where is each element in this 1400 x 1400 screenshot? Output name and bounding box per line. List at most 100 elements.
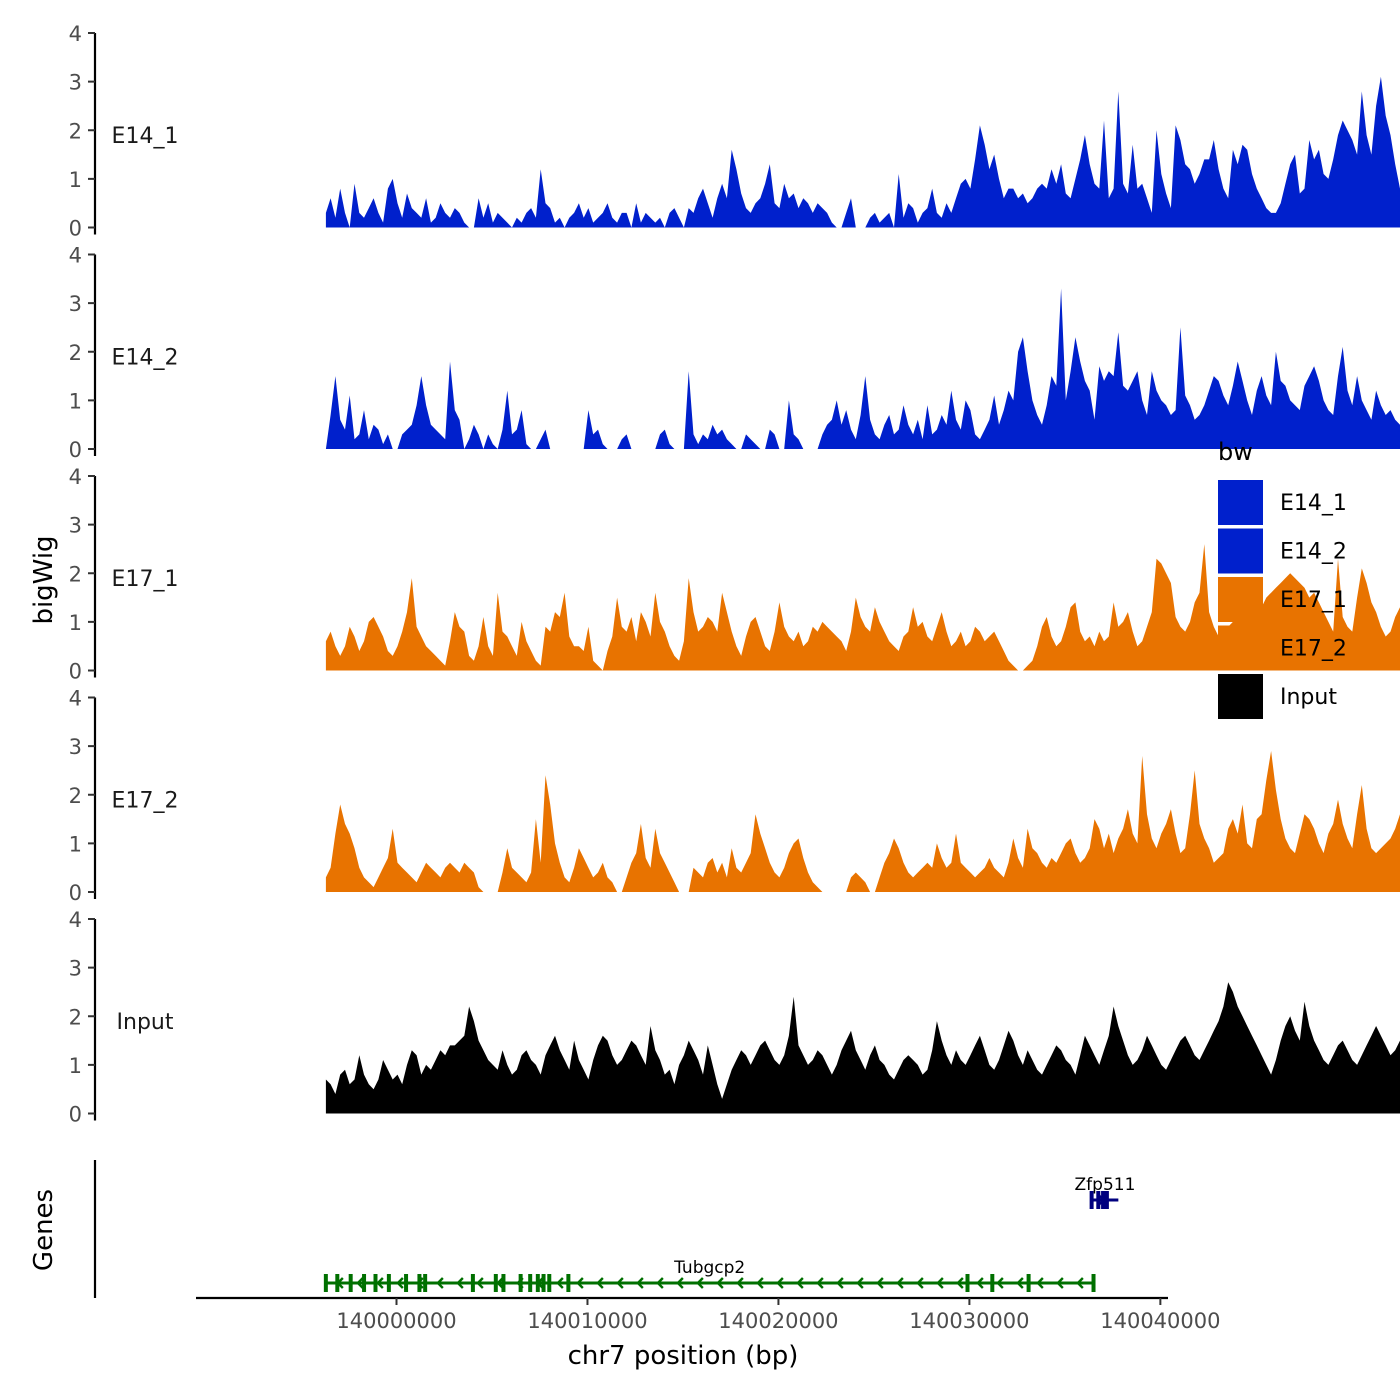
gene-label: Zfp511 [1075, 1175, 1136, 1195]
legend-label: E17_1 [1280, 588, 1347, 613]
legend-title: bw [1218, 438, 1253, 466]
y-tick-label: 3 [69, 514, 82, 538]
legend-swatch-E17_1 [1218, 577, 1263, 622]
y-tick-label: 0 [69, 1103, 82, 1127]
strand-chevron [616, 1277, 624, 1289]
strand-chevron [836, 1277, 844, 1289]
strand-chevron [776, 1277, 784, 1289]
gene-label: Tubgcp2 [673, 1258, 745, 1278]
y-tick-label: 1 [69, 1054, 82, 1078]
strand-chevron [356, 1277, 364, 1289]
coverage-area-Input [325, 982, 1400, 1114]
strand-chevron [376, 1277, 384, 1289]
strand-chevron [636, 1277, 644, 1289]
strand-chevron [456, 1277, 464, 1289]
y-tick-label: 3 [69, 735, 82, 759]
y-tick-label: 3 [69, 71, 82, 95]
strand-chevron [916, 1277, 924, 1289]
y-tick-label: 4 [69, 908, 82, 932]
x-tick-label: 140040000 [1100, 1309, 1220, 1333]
gene-Zfp511: Zfp511 [1075, 1175, 1136, 1209]
legend-label: E14_1 [1280, 491, 1347, 516]
x-axis: 140000000 140010000 140020000 140030000 1400… [196, 1296, 1220, 1333]
x-tick-label: 140030000 [909, 1309, 1029, 1333]
strand-chevron [1016, 1277, 1024, 1289]
coverage-area-E17_1 [325, 544, 1400, 671]
strand-chevron [976, 1277, 984, 1289]
legend-swatch-Input [1218, 674, 1263, 719]
y-tick-label: 0 [69, 881, 82, 905]
strand-chevron [956, 1277, 964, 1289]
coverage-area-E14_2 [325, 288, 1400, 449]
y-tick-label: 3 [69, 957, 82, 981]
coverage-area-E17_2 [325, 751, 1400, 892]
legend-label: E14_2 [1280, 540, 1347, 565]
legend-swatch-E14_2 [1218, 528, 1263, 574]
y-tick-label: 1 [69, 389, 82, 413]
strand-chevron [936, 1277, 944, 1289]
y-tick-label: 2 [69, 119, 82, 143]
legend-label: Input [1280, 685, 1337, 710]
x-tick-label: 140010000 [527, 1309, 647, 1333]
strand-chevron [1036, 1277, 1044, 1289]
strand-chevron [1056, 1277, 1064, 1289]
strand-chevron [716, 1277, 724, 1289]
strand-chevron [896, 1277, 904, 1289]
strand-chevron [396, 1277, 404, 1289]
y-tick-label: 4 [69, 22, 82, 46]
strand-chevron [656, 1277, 664, 1289]
strand-chevron [796, 1277, 804, 1289]
strand-chevron [496, 1277, 504, 1289]
y-tick-label: 4 [69, 687, 82, 711]
y-tick-label: 0 [69, 217, 82, 241]
y-tick-label: 0 [69, 660, 82, 684]
y-tick-label: 2 [69, 784, 82, 808]
y-axis-title: bigWig [29, 535, 59, 624]
legend-swatch-E14_1 [1218, 480, 1263, 525]
track-E14_1: 0 1 2 3 4 E14_1 [69, 22, 1400, 241]
genes-axis-title: Genes [29, 1189, 59, 1271]
y-tick-label: 1 [69, 168, 82, 192]
y-tick-label: 1 [69, 832, 82, 856]
strand-chevron [736, 1277, 744, 1289]
strand-chevron [1076, 1277, 1084, 1289]
track-label: E17_1 [112, 567, 179, 592]
strand-chevron [696, 1277, 704, 1289]
track-label: E17_2 [112, 789, 179, 814]
strand-chevron [676, 1277, 684, 1289]
gene-annotation-panel: Tubgcp2 Zfp511 [93, 1160, 1136, 1298]
strand-chevron [576, 1277, 584, 1289]
x-tick-label: 140000000 [336, 1309, 456, 1333]
x-tick-label: 140020000 [718, 1309, 838, 1333]
strand-chevron [816, 1277, 824, 1289]
coverage-area-E14_1 [325, 76, 1400, 228]
x-axis-title: chr7 position (bp) [568, 1341, 799, 1371]
strand-chevron [756, 1277, 764, 1289]
track-label: E14_2 [112, 346, 179, 371]
strand-chevron [596, 1277, 604, 1289]
y-tick-label: 2 [69, 562, 82, 586]
strand-chevron [436, 1277, 444, 1289]
legend: bw E14_1 E14_2 E17_1 E17_2 Input [1218, 438, 1347, 719]
track-E17_2: 0 1 2 3 4 E17_2 [69, 687, 1400, 905]
y-tick-label: 4 [69, 244, 82, 268]
strand-chevron [876, 1277, 884, 1289]
legend-label: E17_2 [1280, 637, 1347, 662]
y-tick-label: 3 [69, 292, 82, 316]
strand-chevron [856, 1277, 864, 1289]
gene-Tubgcp2: Tubgcp2 [323, 1258, 1096, 1292]
track-label: E14_1 [112, 124, 179, 149]
y-tick-label: 1 [69, 611, 82, 635]
strand-chevron [476, 1277, 484, 1289]
strand-chevron [996, 1277, 1004, 1289]
y-tick-label: 0 [69, 438, 82, 462]
coverage-tracks: 0 1 2 3 4 E14_1 0 1 2 3 4 E14_2 0 1 2 3 4 E17_1 0 1 2 3 4 E17_2… [69, 22, 1400, 1127]
track-E14_2: 0 1 2 3 4 E14_2 [69, 244, 1400, 462]
y-tick-label: 4 [69, 465, 82, 489]
legend-swatch-E17_2 [1218, 625, 1263, 671]
track-label: Input [117, 1010, 174, 1035]
y-tick-label: 2 [69, 341, 82, 365]
track-E17_1: 0 1 2 3 4 E17_1 [69, 465, 1400, 684]
strand-chevron [556, 1277, 564, 1289]
